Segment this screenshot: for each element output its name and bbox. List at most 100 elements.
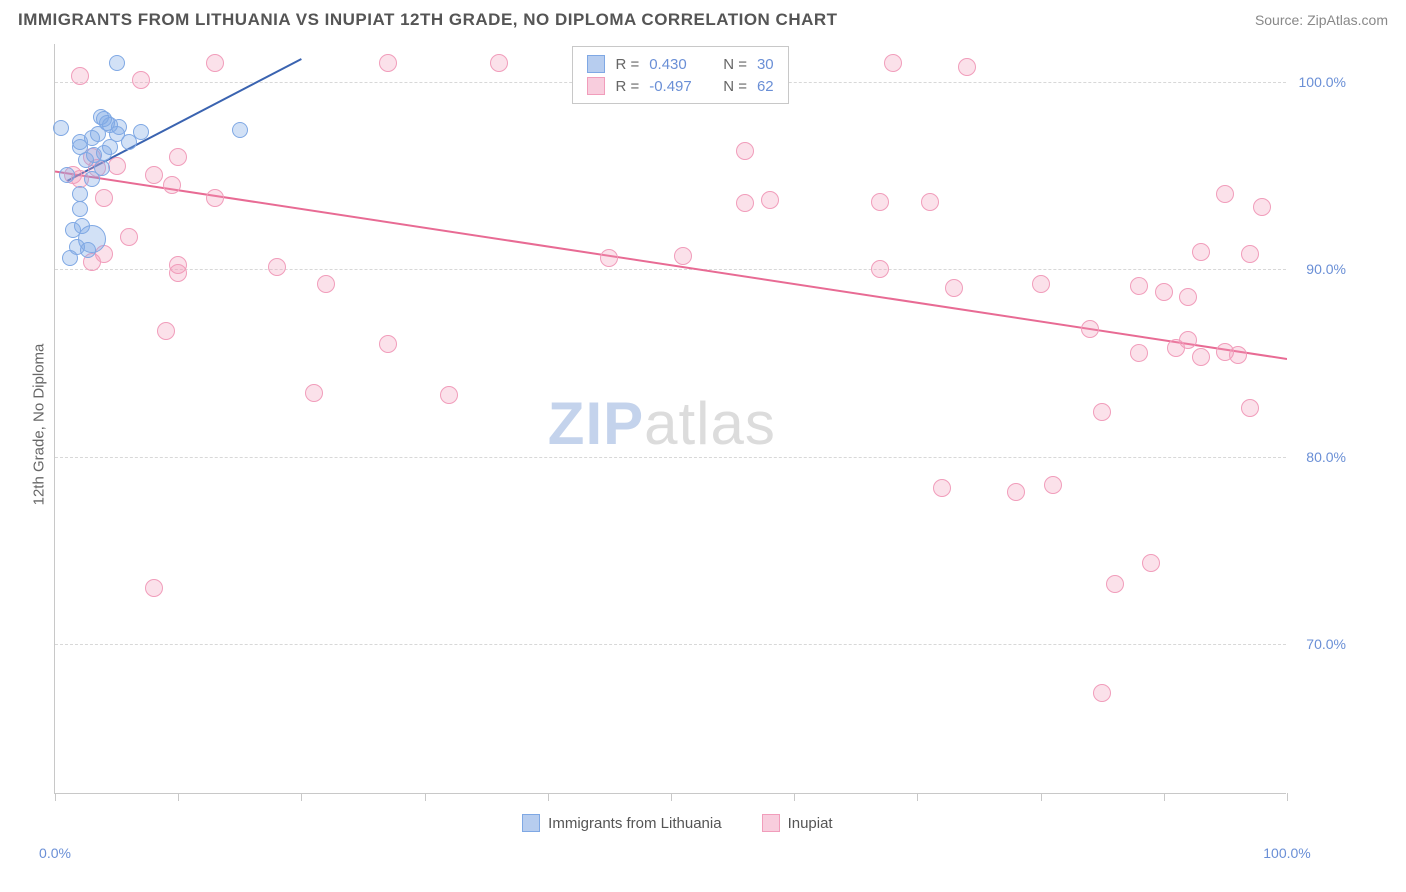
y-tick-label: 90.0%	[1306, 261, 1346, 277]
data-point	[440, 386, 458, 404]
data-point	[1007, 483, 1025, 501]
chart-header: IMMIGRANTS FROM LITHUANIA VS INUPIAT 12T…	[0, 0, 1406, 36]
data-point	[206, 189, 224, 207]
data-point	[72, 201, 88, 217]
data-point	[1229, 346, 1247, 364]
watermark-zip: ZIP	[548, 389, 644, 458]
data-point	[109, 55, 125, 71]
data-point	[490, 54, 508, 72]
data-point	[71, 67, 89, 85]
chart-container: 12th Grade, No Diploma 70.0%80.0%90.0%10…	[0, 36, 1406, 856]
data-point	[157, 322, 175, 340]
data-point	[871, 193, 889, 211]
data-point	[736, 194, 754, 212]
data-point	[1192, 348, 1210, 366]
x-tick	[178, 793, 179, 801]
data-point	[1106, 575, 1124, 593]
y-tick-label: 70.0%	[1306, 636, 1346, 652]
data-point	[1044, 476, 1062, 494]
x-tick-label: 0.0%	[39, 845, 71, 861]
data-point	[1241, 245, 1259, 263]
x-tick-label: 100.0%	[1263, 845, 1310, 861]
watermark: ZIPatlas	[548, 389, 776, 458]
bottom-legend: Immigrants from Lithuania Inupiat	[522, 814, 832, 832]
data-point	[958, 58, 976, 76]
x-tick	[917, 793, 918, 801]
x-tick	[548, 793, 549, 801]
data-point	[1093, 684, 1111, 702]
data-point	[1192, 243, 1210, 261]
legend-n-value: 30	[757, 56, 774, 73]
bottom-legend-label: Immigrants from Lithuania	[548, 815, 721, 832]
data-point	[1179, 288, 1197, 306]
data-point	[268, 258, 286, 276]
legend-r-value: 0.430	[649, 56, 705, 73]
data-point	[59, 167, 75, 183]
y-tick-label: 80.0%	[1306, 449, 1346, 465]
data-point	[761, 191, 779, 209]
data-point	[379, 54, 397, 72]
legend-n-label: N =	[723, 78, 747, 95]
legend-swatch	[587, 77, 605, 95]
chart-source: Source: ZipAtlas.com	[1255, 12, 1388, 28]
data-point	[1179, 331, 1197, 349]
data-point	[317, 275, 335, 293]
x-tick	[1041, 793, 1042, 801]
data-point	[108, 157, 126, 175]
watermark-atlas: atlas	[644, 389, 776, 458]
data-point	[72, 186, 88, 202]
data-point	[379, 335, 397, 353]
legend-r-label: R =	[615, 56, 639, 73]
x-tick	[671, 793, 672, 801]
data-point	[1032, 275, 1050, 293]
data-point	[78, 225, 106, 253]
x-tick	[1164, 793, 1165, 801]
correlation-legend: R = 0.430 N = 30 R =-0.497N =62	[572, 46, 788, 104]
data-point	[1155, 283, 1173, 301]
data-point	[1142, 554, 1160, 572]
data-point	[206, 54, 224, 72]
data-point	[232, 122, 248, 138]
x-tick	[425, 793, 426, 801]
data-point	[133, 124, 149, 140]
data-point	[1130, 344, 1148, 362]
data-point	[1216, 185, 1234, 203]
data-point	[1093, 403, 1111, 421]
trend-line	[55, 172, 1287, 360]
data-point	[53, 120, 69, 136]
x-tick	[301, 793, 302, 801]
legend-n-label: N =	[723, 56, 747, 73]
data-point	[1241, 399, 1259, 417]
data-point	[305, 384, 323, 402]
chart-title: IMMIGRANTS FROM LITHUANIA VS INUPIAT 12T…	[18, 10, 838, 30]
legend-swatch	[587, 55, 605, 73]
data-point	[1130, 277, 1148, 295]
data-point	[163, 176, 181, 194]
data-point	[145, 579, 163, 597]
data-point	[921, 193, 939, 211]
data-point	[169, 148, 187, 166]
gridline	[55, 269, 1286, 270]
data-point	[736, 142, 754, 160]
bottom-legend-label: Inupiat	[788, 815, 833, 832]
y-axis-label: 12th Grade, No Diploma	[30, 344, 47, 506]
data-point	[62, 250, 78, 266]
legend-r-label: R =	[615, 78, 639, 95]
legend-row: R = 0.430 N = 30	[587, 53, 773, 75]
bottom-legend-item: Immigrants from Lithuania	[522, 814, 721, 832]
data-point	[871, 260, 889, 278]
data-point	[884, 54, 902, 72]
x-tick	[794, 793, 795, 801]
x-tick	[55, 793, 56, 801]
data-point	[600, 249, 618, 267]
legend-row: R =-0.497N =62	[587, 75, 773, 97]
plot-area: 70.0%80.0%90.0%100.0%0.0%100.0%ZIPatlasR…	[54, 44, 1286, 794]
data-point	[93, 109, 109, 125]
data-point	[72, 134, 88, 150]
data-point	[1081, 320, 1099, 338]
y-tick-label: 100.0%	[1299, 74, 1346, 90]
legend-swatch	[522, 814, 540, 832]
legend-swatch	[762, 814, 780, 832]
data-point	[86, 147, 102, 163]
data-point	[674, 247, 692, 265]
